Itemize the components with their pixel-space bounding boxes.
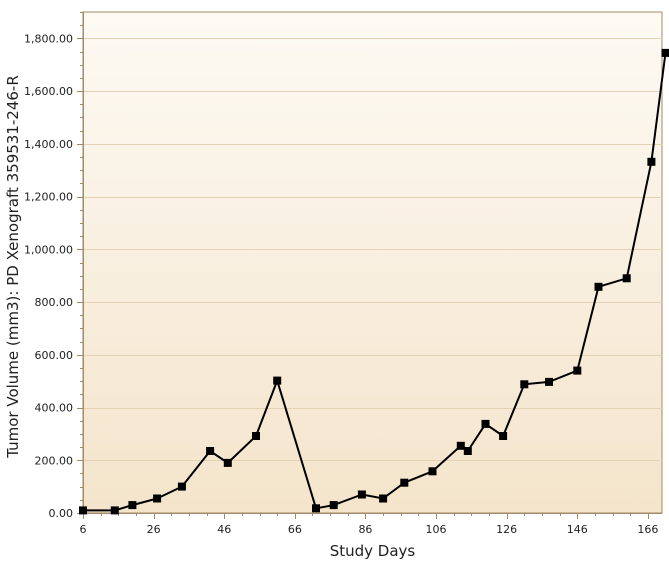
x-tick-label: 46 (217, 523, 231, 536)
y-axis-title: Tumor Volume (mm3): PD Xenograft 359531-… (4, 75, 22, 459)
data-point-marker (252, 432, 260, 440)
data-point-marker (379, 494, 388, 503)
data-point-marker (463, 447, 472, 455)
axes (83, 12, 662, 514)
y-tick-label: 200.00 (35, 454, 74, 467)
y-tick-label: 800.00 (35, 296, 74, 309)
data-point-marker (661, 48, 669, 57)
y-axis-ticks: 0.00 200.00 400.00 600.00 800.00 1,000.00 1,20… (24, 12, 83, 520)
x-tick-label: 26 (147, 523, 161, 536)
x-axis-title: Study Days (330, 542, 416, 560)
x-tick-label: 66 (288, 523, 302, 536)
data-point-marker (273, 376, 282, 385)
y-tick-label: 600.00 (35, 349, 74, 362)
series-line (83, 52, 667, 512)
data-point-marker (647, 157, 656, 166)
y-tick-label: 1,200.00 (24, 191, 73, 204)
x-tick-label: 86 (358, 523, 372, 536)
data-point-marker (545, 377, 553, 386)
data-point-marker (312, 504, 320, 513)
data-point-marker (206, 447, 215, 455)
x-tick-label: 6 (80, 523, 87, 536)
y-tick-label: 1,000.00 (24, 243, 73, 256)
data-series (79, 48, 669, 515)
data-point-marker (357, 490, 366, 499)
data-point-marker (400, 478, 409, 487)
data-point-marker (499, 432, 508, 440)
x-tick-label: 106 (426, 523, 447, 536)
y-tick-label: 400.00 (35, 402, 74, 415)
data-point-marker (520, 380, 529, 389)
data-point-marker (428, 467, 437, 476)
data-point-marker (329, 501, 338, 510)
data-point-marker (79, 506, 87, 515)
data-point-marker (128, 501, 137, 510)
data-point-marker (153, 494, 162, 503)
plot-area (82, 11, 663, 514)
gridlines (83, 38, 662, 461)
x-tick-label: 126 (496, 523, 517, 536)
data-point-marker (110, 506, 119, 515)
x-axis-ticks: 6 26 46 66 86 106 126 146 166 (80, 513, 658, 536)
data-point-marker (223, 458, 232, 467)
y-tick-label: 1,400.00 (24, 138, 73, 151)
y-tick-label: 1,600.00 (24, 85, 73, 98)
x-tick-label: 166 (637, 523, 658, 536)
data-point-marker (594, 282, 603, 291)
x-tick-label: 146 (567, 523, 588, 536)
data-point-marker (622, 274, 631, 283)
data-point-marker (456, 441, 465, 450)
data-point-marker (177, 482, 186, 491)
data-point-marker (573, 366, 582, 375)
y-tick-label: 1,800.00 (24, 32, 73, 45)
data-point-marker (481, 419, 490, 428)
y-tick-label: 0.00 (49, 507, 74, 520)
